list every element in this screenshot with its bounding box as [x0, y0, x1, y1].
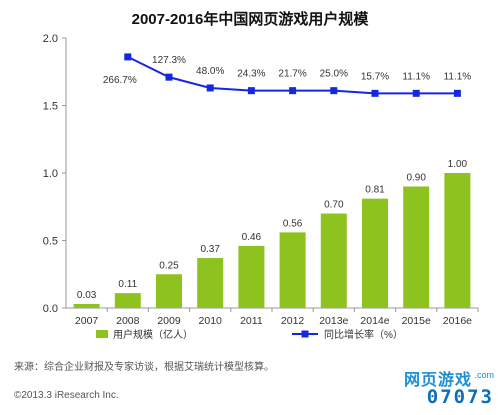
growth-point	[247, 87, 255, 95]
bar-value-label: 0.90	[406, 173, 426, 184]
copyright-text: ©2013.3 iResearch Inc.	[14, 390, 119, 401]
bar	[362, 198, 388, 308]
x-tick-label: 2012	[281, 315, 305, 327]
bar	[444, 173, 471, 308]
growth-point	[206, 84, 214, 92]
bar	[320, 213, 347, 308]
bar-value-label: 0.56	[283, 218, 303, 229]
y-tick-label: 2.0	[43, 33, 58, 45]
bar-value-label: 0.70	[324, 200, 344, 211]
growth-value-label: 15.7%	[361, 71, 389, 82]
growth-value-label: 25.0%	[320, 69, 348, 80]
growth-value-label: 127.3%	[152, 55, 186, 66]
watermark-logo: 网页游戏 07073 .com	[364, 366, 494, 410]
watermark-suffix-text: .com	[474, 370, 494, 380]
bar-value-label: 0.37	[200, 244, 220, 255]
bar-value-label: 0.81	[365, 185, 385, 196]
x-tick-label: 2014e	[360, 315, 389, 327]
growth-point	[412, 89, 420, 97]
bar	[197, 258, 224, 308]
x-tick-label: 2008	[116, 315, 140, 327]
growth-value-label: 48.0%	[196, 66, 224, 77]
x-tick-label: 2015e	[402, 315, 431, 327]
x-tick-label: 2009	[157, 315, 181, 327]
bar-value-label: 0.46	[242, 232, 262, 243]
x-tick-label: 2013e	[319, 315, 348, 327]
bar	[114, 293, 141, 308]
y-tick-label: 0.5	[43, 236, 58, 248]
watermark-bottom-text: 07073	[426, 386, 494, 408]
growth-value-label: 21.7%	[278, 69, 306, 80]
source-note: 来源：综合企业财报及专家访谈，根据艾瑞统计模型核算。	[14, 362, 274, 373]
x-tick-label: 2011	[240, 315, 263, 327]
bar	[73, 303, 100, 308]
x-tick-label: 2016e	[443, 315, 472, 327]
bar	[238, 245, 265, 308]
growth-value-label: 266.7%	[103, 75, 137, 86]
growth-point	[165, 73, 173, 81]
bar	[156, 274, 182, 308]
bar	[279, 232, 306, 308]
y-tick-label: 1.5	[43, 101, 58, 113]
growth-point	[453, 89, 461, 97]
growth-point	[124, 53, 132, 61]
growth-value-label: 24.3%	[237, 69, 265, 80]
growth-value-label: 11.1%	[402, 71, 430, 82]
bar-value-label: 0.25	[159, 260, 179, 271]
growth-point	[371, 89, 379, 97]
growth-point	[330, 87, 338, 95]
y-tick-label: 1.0	[43, 168, 58, 180]
watermark-top-text: 网页游戏	[403, 372, 472, 389]
bar-value-label: 0.11	[118, 279, 137, 290]
growth-value-label: 11.1%	[444, 71, 472, 82]
x-tick-label: 2010	[199, 315, 223, 327]
legend-label-line: 同比增长率（%）	[324, 328, 403, 341]
x-tick-label: 2007	[75, 315, 99, 327]
y-tick-label: 0.0	[43, 303, 58, 315]
chart-title: 2007-2016年中国网页游戏用户规模	[131, 11, 369, 28]
legend-swatch-bar	[96, 330, 108, 338]
legend-label-bar: 用户规模（亿人）	[113, 328, 193, 341]
bar	[403, 186, 430, 308]
bar-value-label: 0.03	[77, 290, 97, 301]
growth-point	[289, 87, 297, 95]
legend-swatch-marker	[301, 330, 309, 338]
bar-value-label: 1.00	[448, 159, 468, 170]
